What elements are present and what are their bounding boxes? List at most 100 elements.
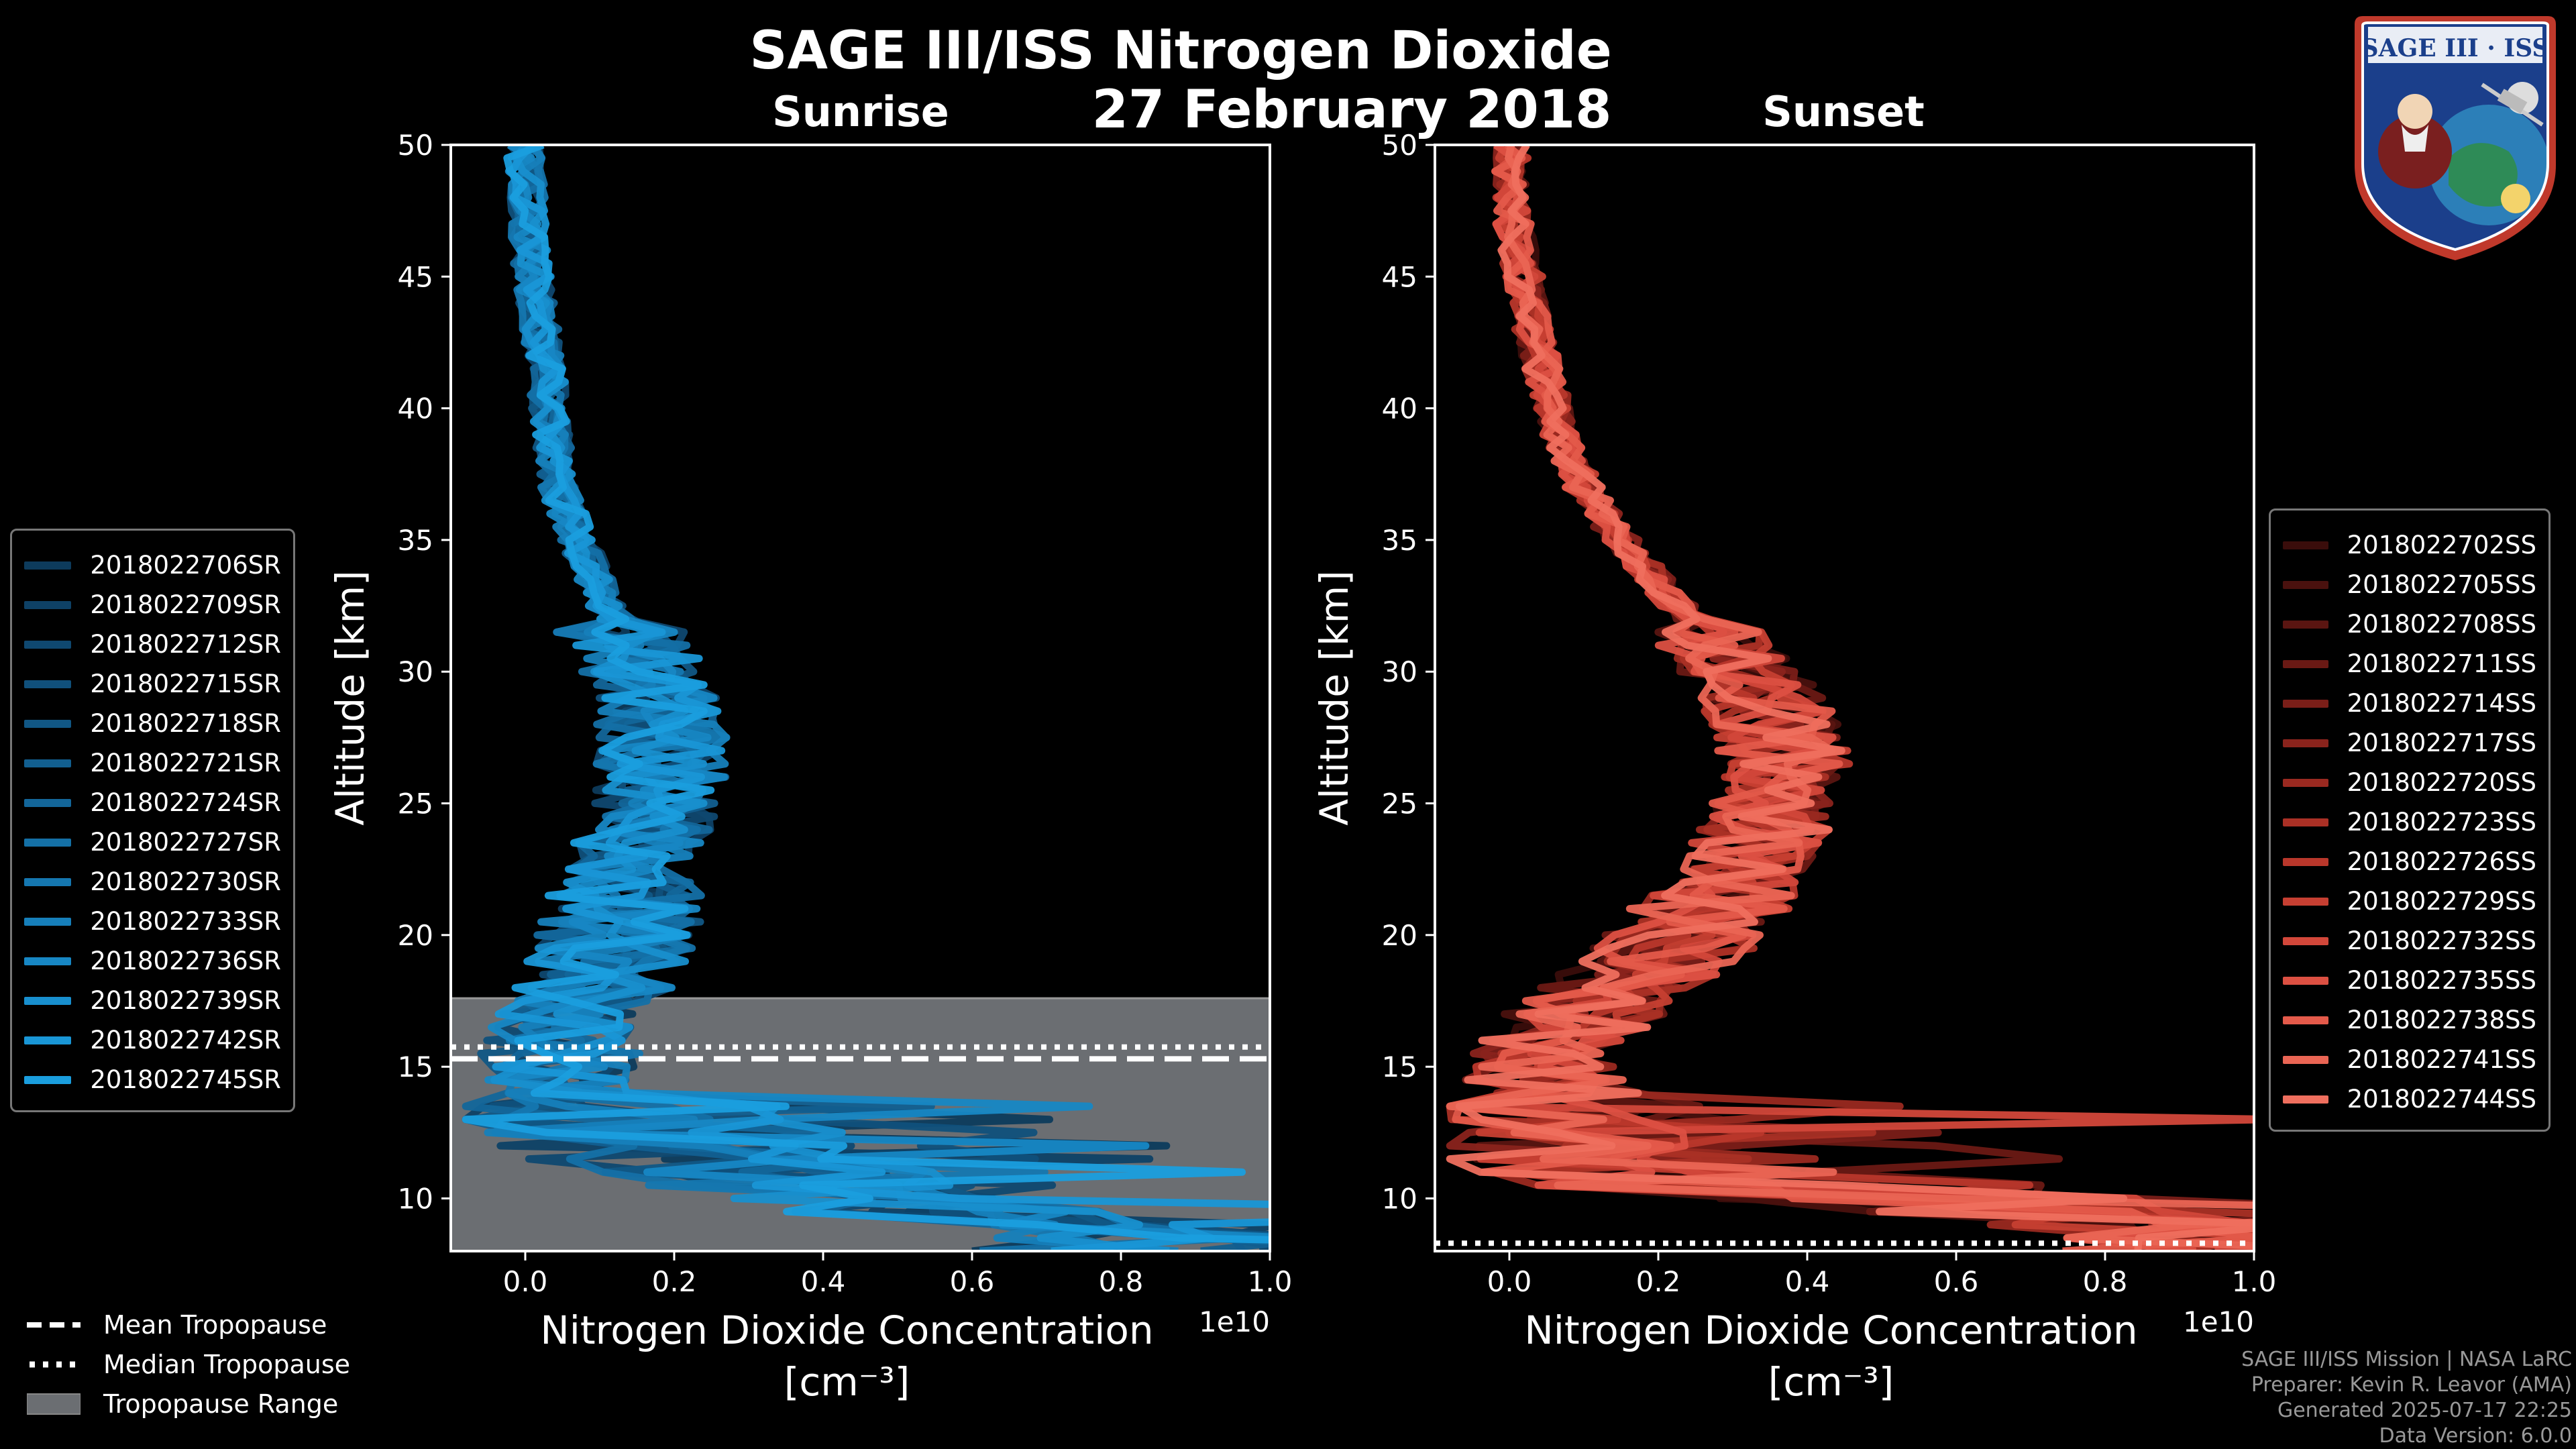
- legend-swatch: [2283, 580, 2328, 589]
- y-tick-label: 35: [398, 524, 433, 557]
- footer-mission: SAGE III/ISS Mission | NASA LaRC: [2241, 1348, 2572, 1371]
- legend-label: 2018022727SR: [90, 828, 281, 857]
- legend-entry: 2018022729SS: [2283, 881, 2536, 921]
- x-tick-label: 0.2: [1636, 1265, 1681, 1298]
- legend-swatch: [2283, 818, 2328, 826]
- legend-label: 2018022715SR: [90, 669, 281, 698]
- legend-label: 2018022708SS: [2347, 610, 2536, 639]
- legend-swatch: [24, 680, 72, 688]
- legend-entry: 2018022732SS: [2283, 921, 2536, 961]
- legend-entry: 2018022742SR: [24, 1020, 281, 1060]
- legend-label: 2018022738SS: [2347, 1006, 2536, 1034]
- legend-mean-label: Mean Tropopause: [103, 1309, 327, 1340]
- x-tick-label: 0.8: [1099, 1265, 1144, 1298]
- plot-area: [1435, 145, 2254, 1251]
- legend-swatch: [2283, 541, 2328, 549]
- y-tick-label: 50: [1382, 129, 1417, 162]
- dotted-line-icon: [30, 1361, 80, 1367]
- plot-area: [451, 145, 1270, 1251]
- legend-label: 2018022742SR: [90, 1026, 281, 1055]
- legend-swatch: [24, 798, 72, 807]
- y-tick-label: 15: [398, 1051, 433, 1083]
- x-tick-label: 0.4: [801, 1265, 846, 1298]
- legend-entry: 2018022733SR: [24, 902, 281, 941]
- legend-entry: 2018022705SS: [2283, 565, 2536, 604]
- legend-entry: 2018022723SS: [2283, 802, 2536, 842]
- legend-swatch: [24, 838, 72, 847]
- legend-entry: 2018022735SS: [2283, 961, 2536, 1000]
- legend-label: 2018022723SS: [2347, 808, 2536, 837]
- legend-label: 2018022744SS: [2347, 1085, 2536, 1114]
- legend-entry: 2018022724SR: [24, 783, 281, 822]
- legend-entry: 2018022714SS: [2283, 684, 2536, 723]
- legend-swatch: [2283, 699, 2328, 708]
- y-tick-label: 50: [398, 129, 433, 162]
- dashed-line-icon: [27, 1322, 80, 1328]
- legend-median-tropopause: Median Tropopause: [27, 1344, 350, 1384]
- y-tick-label: 25: [1382, 788, 1417, 820]
- legend-swatch: [2283, 659, 2328, 668]
- sunset-legend: 2018022702SS 2018022705SS 2018022708SS 2018…: [2269, 508, 2551, 1132]
- footer-preparer: Preparer: Kevin R. Leavor (AMA): [2251, 1373, 2572, 1397]
- legend-label: 2018022718SR: [90, 709, 281, 738]
- legend-range-label: Tropopause Range: [103, 1389, 339, 1419]
- legend-swatch: [24, 719, 72, 728]
- chart-title: SAGE III/ISS Nitrogen Dioxide: [749, 21, 1611, 81]
- x-tick-label: 0.2: [652, 1265, 697, 1298]
- legend-entry: 2018022711SS: [2283, 644, 2536, 684]
- legend-entry: 2018022721SR: [24, 743, 281, 783]
- sunrise-panel-title: Sunrise: [772, 87, 949, 136]
- chart-date: 27 February 2018: [1092, 80, 1612, 140]
- legend-mean-tropopause: Mean Tropopause: [27, 1305, 350, 1344]
- y-tick-label: 25: [398, 788, 433, 820]
- y-tick-label: 30: [1382, 655, 1417, 688]
- legend-swatch: [2283, 620, 2328, 629]
- plot-frame: [1434, 144, 2255, 1252]
- legend-label: 2018022709SR: [90, 590, 281, 619]
- y-tick-label: 45: [398, 260, 433, 293]
- plot-frame: [449, 144, 1271, 1252]
- legend-swatch: [2283, 1095, 2328, 1104]
- legend-label: 2018022732SS: [2347, 926, 2536, 955]
- sunset-plot: 0.0 0.2 0.4 0.6 0.8 1.0 10 15 20 25 30 35 40 45 50 1e10…: [1311, 129, 2276, 1405]
- legend-entry: 2018022730SR: [24, 862, 281, 902]
- sunset-panel-title: Sunset: [1762, 87, 1925, 136]
- legend-label: 2018022712SR: [90, 630, 281, 659]
- y-axis-label: Altitude [km]: [327, 570, 373, 825]
- x-tick-label: 0.0: [503, 1265, 548, 1298]
- legend-entry: 2018022720SS: [2283, 763, 2536, 802]
- legend-entry: 2018022702SS: [2283, 525, 2536, 565]
- legend-swatch: [2283, 1016, 2328, 1024]
- legend-label: 2018022730SR: [90, 867, 281, 896]
- tropopause-legend: Mean Tropopause Median Tropopause Tropop…: [27, 1305, 350, 1424]
- y-tick-label: 30: [398, 655, 433, 688]
- legend-label: 2018022702SS: [2347, 531, 2536, 559]
- legend-label: 2018022711SS: [2347, 649, 2536, 678]
- y-tick-label: 20: [1382, 919, 1417, 952]
- legend-entry: 2018022744SS: [2283, 1079, 2536, 1119]
- legend-swatch: [2283, 897, 2328, 906]
- sage-iii-iss-logo-icon: SAGE III · ISS: [2355, 16, 2556, 260]
- legend-swatch: [24, 1075, 72, 1084]
- legend-swatch: [24, 917, 72, 926]
- legend-label: 2018022720SS: [2347, 768, 2536, 797]
- sunrise-legend: 2018022706SR 2018022709SR 2018022712SR 2018…: [10, 529, 295, 1112]
- x-tick-label: 0.4: [1785, 1265, 1830, 1298]
- legend-swatch: [24, 640, 72, 649]
- legend-label: 2018022729SS: [2347, 887, 2536, 916]
- x-axis-unit: [cm⁻³]: [1768, 1359, 1894, 1405]
- y-tick-label: 35: [1382, 524, 1417, 557]
- legend-label: 2018022706SR: [90, 551, 281, 580]
- legend-entry: 2018022718SR: [24, 704, 281, 743]
- legend-label: 2018022721SR: [90, 749, 281, 777]
- logo-text: SAGE III · ISS: [2361, 34, 2550, 62]
- profile-line-2018022735SS: [1492, 145, 2254, 1251]
- y-tick-label: 45: [1382, 260, 1417, 293]
- legend-label: 2018022717SS: [2347, 729, 2536, 757]
- x-multiplier: 1e10: [2183, 1305, 2254, 1338]
- legend-swatch: [24, 957, 72, 965]
- x-tick-label: 0.6: [950, 1265, 995, 1298]
- legend-entry: 2018022708SS: [2283, 604, 2536, 644]
- legend-swatch: [2283, 936, 2328, 945]
- x-tick-label: 0.0: [1487, 1265, 1532, 1298]
